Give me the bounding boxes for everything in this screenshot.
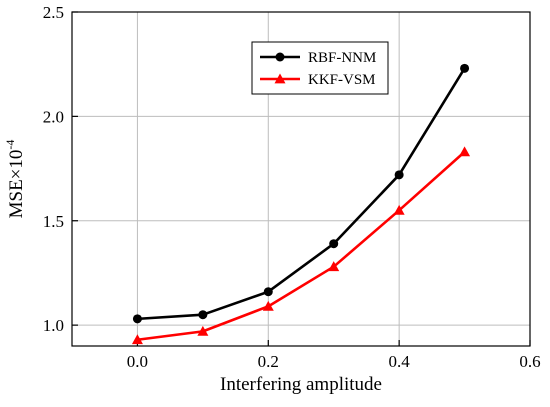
series-0-marker bbox=[460, 63, 470, 73]
axis-ticks: 0.0 0.2 0.4 0.6 1.0 1.5 2.0 2.5 bbox=[43, 3, 541, 371]
legend-box bbox=[251, 41, 389, 95]
x-tick-label: 0.0 bbox=[127, 352, 148, 371]
series-1-marker bbox=[274, 73, 286, 84]
y-tick-label: 2.5 bbox=[43, 3, 64, 22]
y-tick-label: 2.0 bbox=[43, 107, 64, 126]
y-axis-title-exponent: -4 bbox=[3, 140, 17, 150]
y-tick-label: 1.5 bbox=[43, 212, 64, 231]
series-1-marker bbox=[393, 204, 405, 215]
series-0-marker bbox=[275, 52, 285, 62]
series-0 bbox=[132, 63, 470, 324]
y-axis-title: MSE×10-4 bbox=[3, 140, 27, 219]
legend-label: RBF-NNM bbox=[308, 50, 376, 66]
y-tick-label: 1.0 bbox=[43, 316, 64, 335]
legend: RBF-NNM KKF-VSM bbox=[251, 41, 389, 95]
series-1-marker bbox=[197, 325, 209, 336]
series-0-marker bbox=[263, 287, 273, 297]
series-1-line bbox=[137, 150, 466, 342]
series-group bbox=[131, 63, 471, 345]
y-axis-title-base: MSE×10 bbox=[6, 150, 27, 219]
legend-label: KKF-VSM bbox=[308, 72, 376, 88]
series-1 bbox=[131, 146, 471, 345]
series-1-marker bbox=[459, 146, 471, 157]
series-0-marker bbox=[198, 310, 208, 320]
x-tick-label: 0.6 bbox=[519, 352, 540, 371]
x-tick-label: 0.4 bbox=[389, 352, 411, 371]
series-1-marker bbox=[131, 334, 143, 345]
series-0-marker bbox=[132, 314, 142, 324]
x-tick-label: 0.2 bbox=[258, 352, 279, 371]
x-axis-title: Interfering amplitude bbox=[220, 374, 382, 395]
series-0-marker bbox=[394, 170, 404, 180]
series-0-line bbox=[137, 67, 466, 321]
series-1-marker bbox=[262, 300, 274, 311]
series-1-marker bbox=[328, 261, 340, 272]
series-0-marker bbox=[329, 239, 339, 249]
plot-frame bbox=[71, 11, 531, 347]
